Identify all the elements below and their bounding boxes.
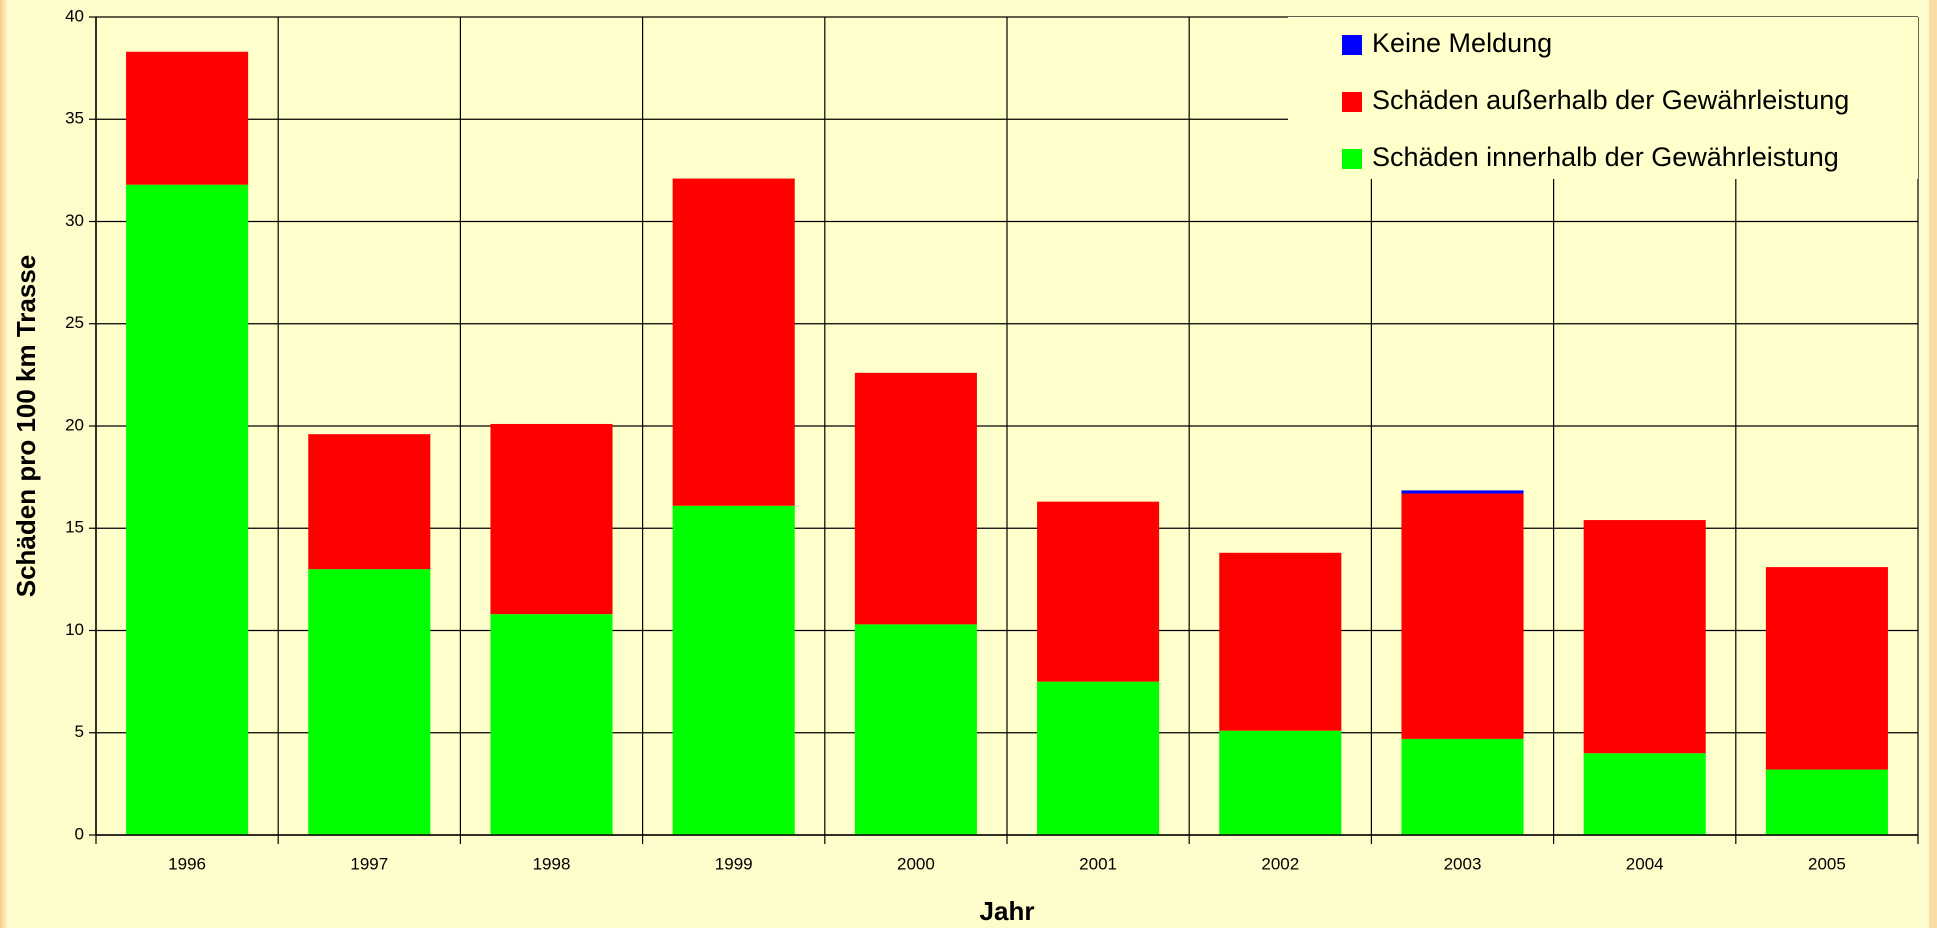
legend-swatch <box>1342 92 1362 112</box>
bar-segment <box>1037 501 1160 682</box>
x-axis-title: Jahr <box>980 896 1035 926</box>
bar-segment <box>1765 567 1888 770</box>
bar-segment <box>1401 493 1524 739</box>
bar-segment <box>1401 490 1524 494</box>
x-tick-label: 2002 <box>1261 854 1299 873</box>
y-tick-label: 0 <box>75 824 84 843</box>
y-tick-label: 20 <box>65 415 84 434</box>
bar-segment <box>854 624 977 835</box>
legend-box <box>1288 17 1918 179</box>
y-tick-label: 30 <box>65 211 84 230</box>
x-tick-label: 1996 <box>168 854 206 873</box>
bar-segment <box>672 505 795 835</box>
frame-edge <box>1929 0 1937 928</box>
bar-segment <box>308 434 431 570</box>
y-tick-label: 10 <box>65 620 84 639</box>
x-tick-label: 2003 <box>1444 854 1482 873</box>
y-axis-title: Schäden pro 100 km Trasse <box>11 255 41 598</box>
bar-segment <box>490 423 613 615</box>
bar-segment <box>1219 730 1342 835</box>
y-tick-label: 5 <box>75 722 84 741</box>
bar-segment <box>126 51 249 185</box>
y-tick-label: 40 <box>65 6 84 25</box>
bar-segment <box>490 614 613 835</box>
legend-swatch <box>1342 149 1362 169</box>
x-tick-label: 1998 <box>533 854 571 873</box>
x-tick-label: 1997 <box>350 854 388 873</box>
x-tick-label: 2000 <box>897 854 935 873</box>
bar-segment <box>1219 552 1342 731</box>
legend-label: Keine Meldung <box>1372 28 1552 58</box>
x-tick-label: 2004 <box>1626 854 1664 873</box>
bar-segment <box>1401 738 1524 835</box>
bar-segment <box>1037 681 1160 835</box>
x-tick-label: 2001 <box>1079 854 1117 873</box>
y-tick-label: 35 <box>65 109 84 128</box>
legend-label: Schäden außerhalb der Gewährleistung <box>1372 85 1849 115</box>
bar-segment <box>854 372 977 625</box>
x-tick-label: 1999 <box>715 854 753 873</box>
bar-segment <box>126 184 249 835</box>
bar-segment <box>672 178 795 506</box>
y-tick-label: 15 <box>65 518 84 537</box>
legend-swatch <box>1342 35 1362 55</box>
x-tick-label: 2005 <box>1808 854 1846 873</box>
y-tick-label: 25 <box>65 313 84 332</box>
bar-segment <box>1583 753 1706 835</box>
frame-edge <box>0 0 8 928</box>
bar-segment <box>1765 769 1888 835</box>
plot-area: 0 5 10 15 20 25 30 35 40 1996 1997 1998 1999 2000 2001… <box>65 6 1919 873</box>
bar-segment <box>1583 520 1706 754</box>
legend-label: Schäden innerhalb der Gewährleistung <box>1372 142 1839 172</box>
bar-segment <box>308 569 431 835</box>
